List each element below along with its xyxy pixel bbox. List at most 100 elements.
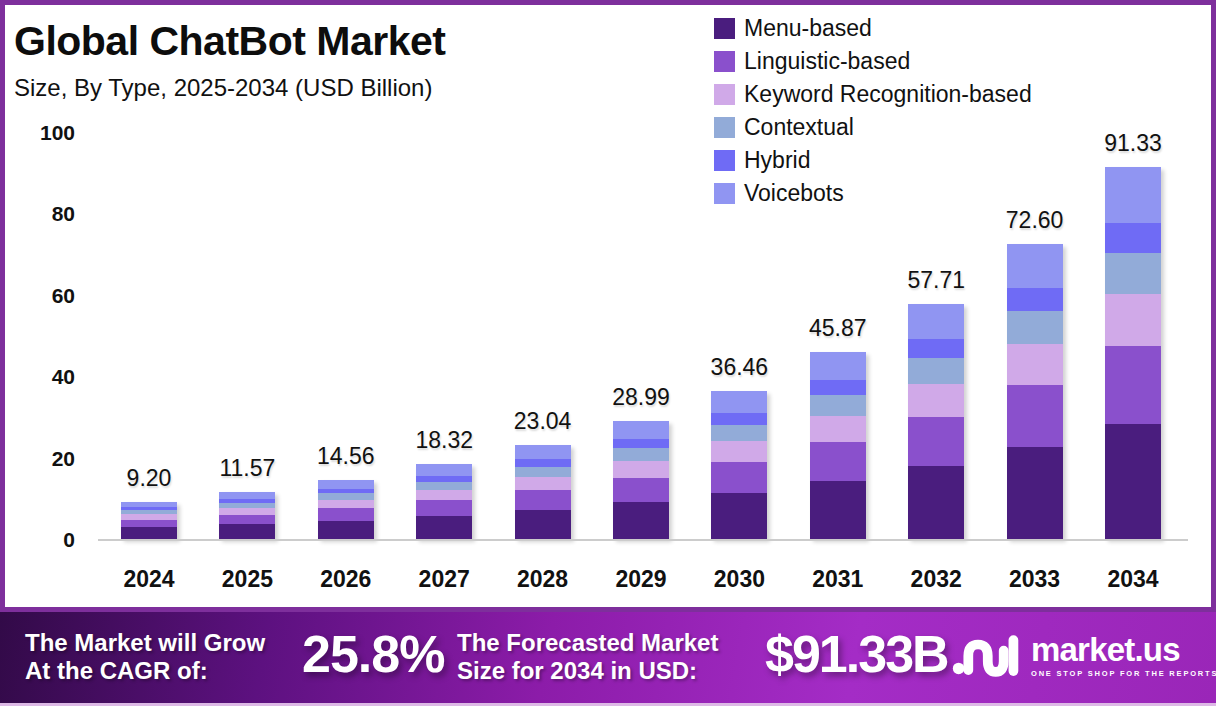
stacked-bar-2033 (1007, 244, 1063, 539)
bar-total-label: 91.33 (1083, 130, 1183, 157)
bar-segment-keyword-recognition-based (908, 384, 964, 417)
bar-segment-linguistic-based (121, 520, 177, 528)
legend-item: Contextual (714, 111, 1032, 144)
bar-segment-contextual (416, 482, 472, 490)
stacked-bar-2029 (613, 421, 669, 539)
bar-total-label: 72.60 (985, 207, 1085, 234)
x-axis-year-label: 2030 (689, 566, 789, 593)
bar-segment-voicebots (613, 421, 669, 439)
x-axis-year-label: 2032 (886, 566, 986, 593)
market-us-logo: market.us ONE STOP SHOP FOR THE REPORTS (950, 633, 1216, 679)
bar-total-label: 11.57 (197, 455, 297, 482)
bar-segment-hybrid (1007, 288, 1063, 312)
bar-segment-contextual (613, 448, 669, 461)
bar-total-label: 45.87 (788, 315, 888, 342)
stacked-bar-2032 (908, 304, 964, 539)
bar-segment-linguistic-based (1105, 346, 1161, 424)
bar-segment-keyword-recognition-based (1105, 294, 1161, 346)
bar-segment-menu-based (810, 481, 866, 539)
legend-swatch-icon (714, 183, 735, 204)
stacked-bar-2034 (1105, 167, 1161, 539)
cagr-label: The Market will Grow At the CAGR of: (25, 629, 265, 685)
bar-segment-linguistic-based (219, 515, 275, 525)
chart-subtitle: Size, By Type, 2025-2034 (USD Billion) (14, 74, 432, 102)
bar-segment-voicebots (810, 352, 866, 380)
y-axis-tick-label: 40 (15, 365, 75, 389)
bar-segment-voicebots (318, 480, 374, 489)
bar-total-label: 14.56 (296, 443, 396, 470)
x-axis-year-label: 2031 (788, 566, 888, 593)
forecast-value: $91.33B (765, 624, 948, 684)
bar-segment-hybrid (908, 339, 964, 358)
bar-segment-voicebots (711, 391, 767, 413)
legend-swatch-icon (714, 18, 735, 39)
x-axis-year-label: 2025 (197, 566, 297, 593)
stacked-bar-2027 (416, 464, 472, 539)
stacked-bar-2030 (711, 391, 767, 539)
bar-segment-menu-based (1007, 447, 1063, 539)
bar-segment-linguistic-based (810, 442, 866, 481)
bar-segment-menu-based (219, 524, 275, 539)
x-axis-year-label: 2034 (1083, 566, 1183, 593)
bar-segment-voicebots (908, 304, 964, 339)
legend-item: Keyword Recognition-based (714, 78, 1032, 111)
chart-title: Global ChatBot Market (14, 18, 445, 65)
bar-segment-menu-based (515, 510, 571, 539)
bar-segment-contextual (515, 467, 571, 477)
legend-swatch-icon (714, 84, 735, 105)
bar-total-label: 23.04 (493, 408, 593, 435)
bar-segment-keyword-recognition-based (318, 500, 374, 508)
legend-swatch-icon (714, 117, 735, 138)
bar-segment-linguistic-based (908, 417, 964, 466)
x-axis-year-label: 2026 (296, 566, 396, 593)
bar-segment-voicebots (515, 445, 571, 459)
bar-segment-contextual (711, 425, 767, 441)
y-axis-tick-label: 100 (15, 121, 75, 145)
x-axis-line (98, 539, 1188, 541)
bar-segment-linguistic-based (515, 490, 571, 510)
bar-segment-contextual (908, 358, 964, 384)
bar-segment-voicebots (416, 464, 472, 475)
legend-label: Linguistic-based (744, 48, 910, 75)
bar-segment-hybrid (515, 459, 571, 466)
legend-label: Voicebots (744, 180, 844, 207)
bar-segment-linguistic-based (1007, 385, 1063, 447)
legend-item: Linguistic-based (714, 45, 1032, 78)
legend-label: Contextual (744, 114, 854, 141)
bar-total-label: 9.20 (99, 465, 199, 492)
legend-label: Hybrid (744, 147, 810, 174)
bar-segment-voicebots (219, 492, 275, 499)
stacked-bar-2026 (318, 480, 374, 539)
y-axis-tick-label: 80 (15, 202, 75, 226)
bar-segment-menu-based (711, 493, 767, 539)
bar-segment-menu-based (121, 527, 177, 539)
legend-label: Keyword Recognition-based (744, 81, 1032, 108)
bar-segment-keyword-recognition-based (416, 490, 472, 500)
bar-segment-contextual (1007, 311, 1063, 344)
x-axis-year-label: 2024 (99, 566, 199, 593)
bar-segment-hybrid (613, 439, 669, 448)
x-axis-year-label: 2027 (394, 566, 494, 593)
bar-total-label: 28.99 (591, 384, 691, 411)
bar-segment-hybrid (1105, 223, 1161, 253)
x-axis-year-label: 2033 (985, 566, 1085, 593)
bar-segment-linguistic-based (613, 478, 669, 503)
bar-segment-voicebots (1007, 244, 1063, 288)
legend: Menu-based Linguistic-based Keyword Recogn… (714, 12, 1032, 210)
bar-segment-menu-based (613, 502, 669, 539)
stacked-bar-2024 (121, 502, 177, 539)
bar-segment-keyword-recognition-based (810, 416, 866, 442)
legend-label: Menu-based (744, 15, 872, 42)
y-axis-tick-label: 20 (15, 447, 75, 471)
legend-item: Menu-based (714, 12, 1032, 45)
bar-segment-linguistic-based (416, 500, 472, 516)
market-us-logo-icon (950, 633, 1022, 679)
forecast-label: The Forecasted Market Size for 2034 in U… (457, 629, 718, 685)
y-axis-tick-label: 60 (15, 284, 75, 308)
bar-segment-hybrid (810, 380, 866, 395)
bar-segment-menu-based (416, 516, 472, 539)
bar-total-label: 57.71 (886, 267, 986, 294)
bar-segment-menu-based (1105, 424, 1161, 539)
legend-item: Voicebots (714, 177, 1032, 210)
bar-segment-hybrid (711, 413, 767, 425)
